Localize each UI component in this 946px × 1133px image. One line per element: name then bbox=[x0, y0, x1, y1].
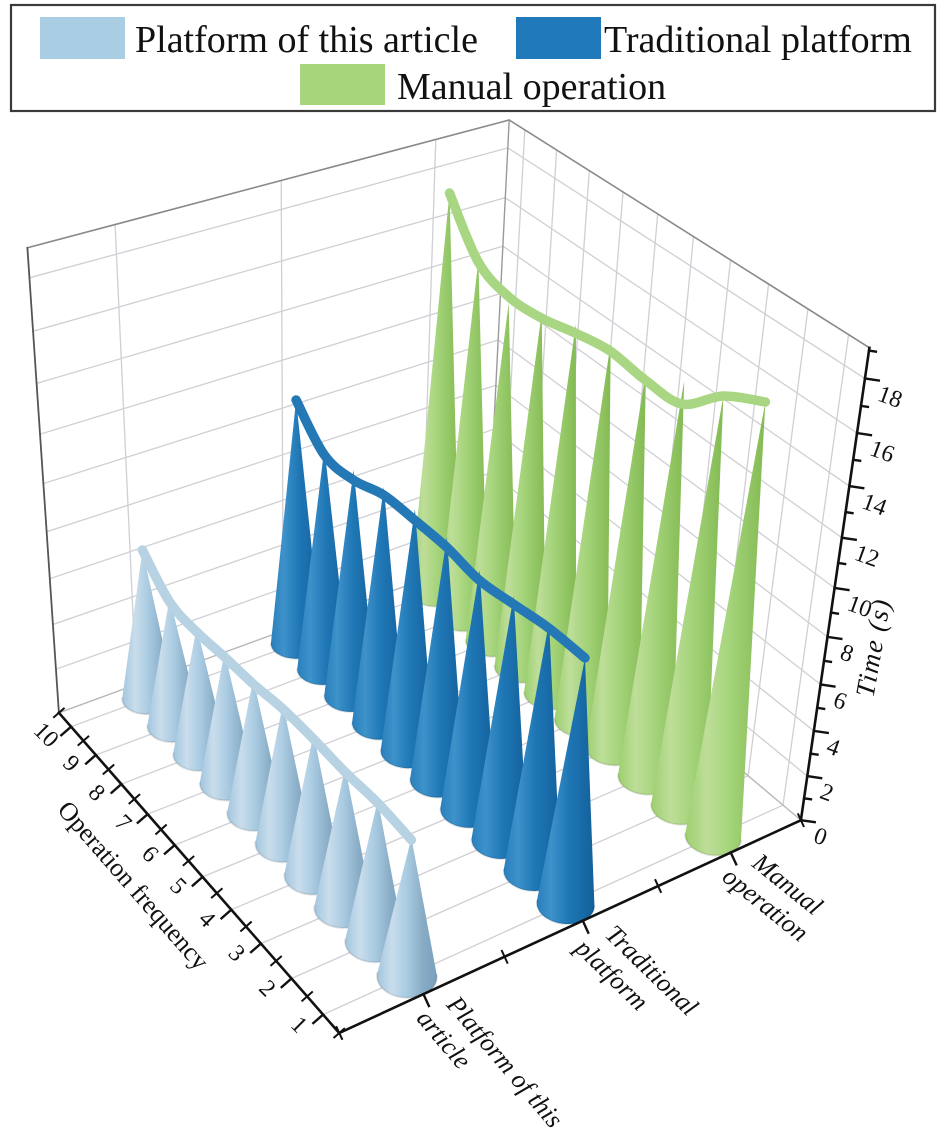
svg-text:Manual operation: Manual operation bbox=[397, 66, 666, 108]
svg-text:Traditional platform: Traditional platform bbox=[604, 19, 912, 61]
svg-text:Platform of this article: Platform of this article bbox=[135, 19, 478, 61]
